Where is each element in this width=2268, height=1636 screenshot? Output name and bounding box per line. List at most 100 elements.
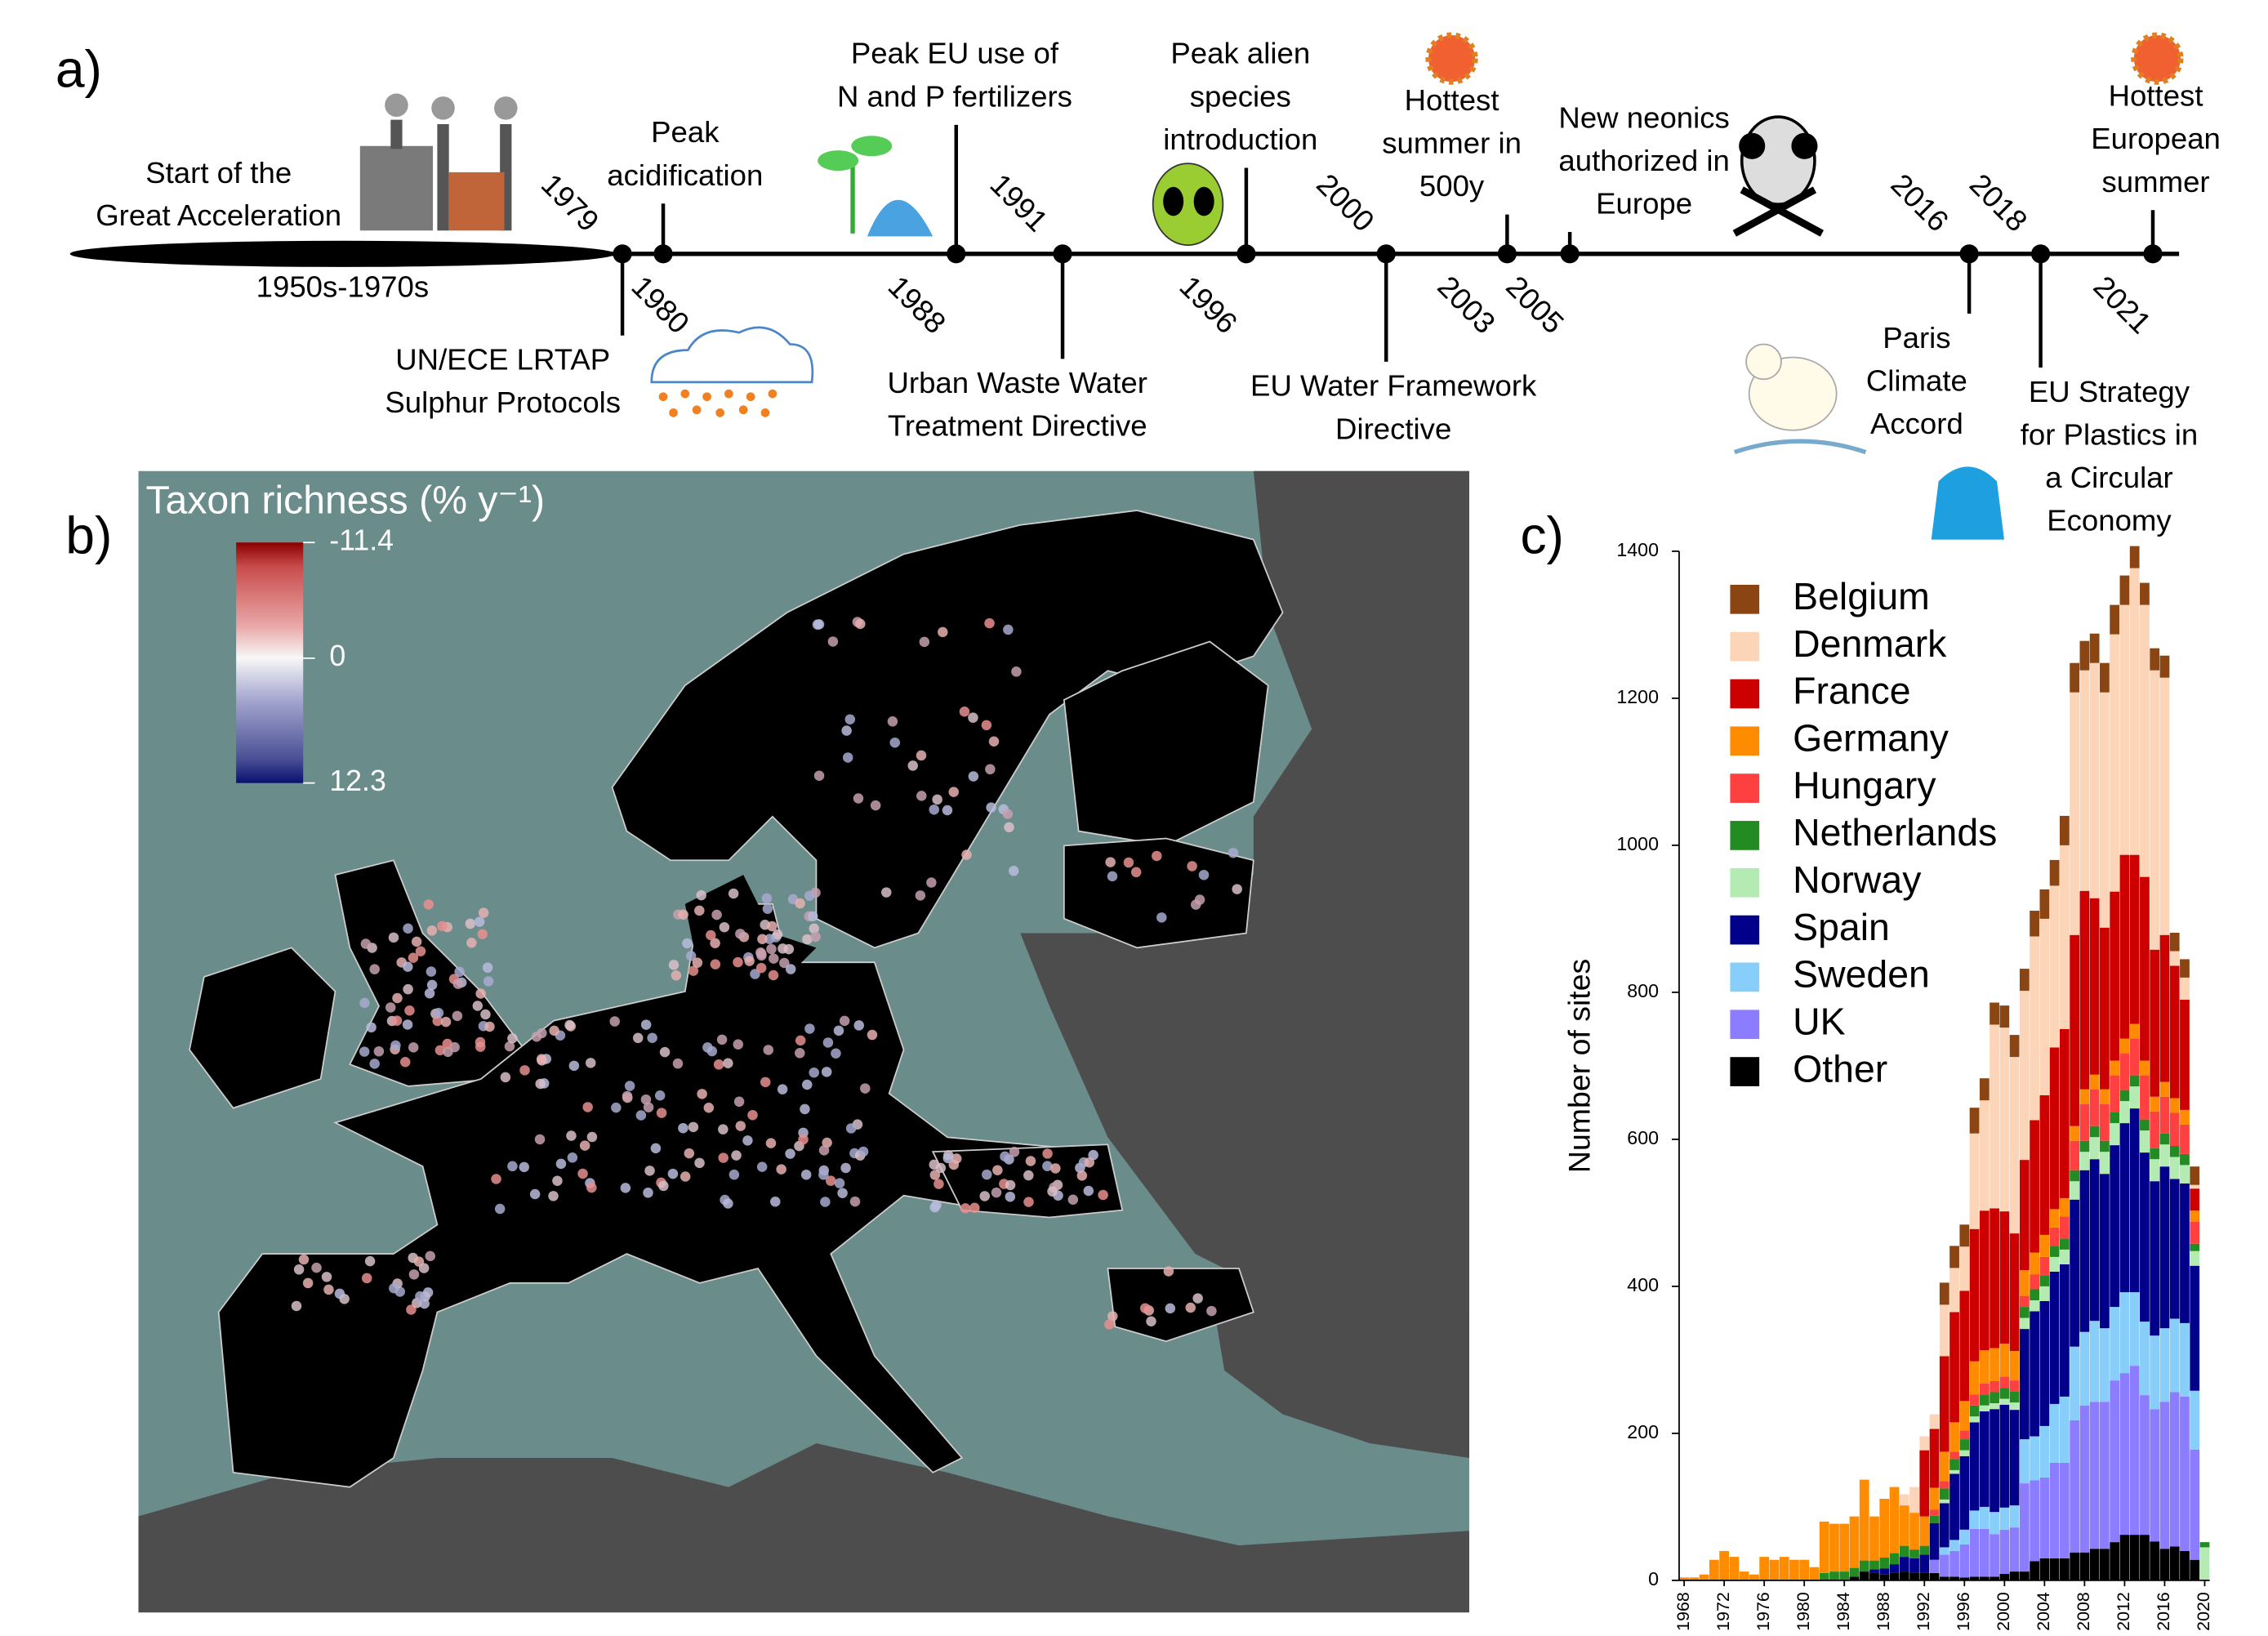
bar-segment bbox=[1949, 1550, 1959, 1577]
site-dot bbox=[419, 1298, 430, 1309]
site-dot bbox=[403, 983, 413, 995]
bar-segment bbox=[2180, 1550, 2190, 1580]
bar-segment bbox=[2129, 1292, 2140, 1366]
bar-segment bbox=[2089, 1137, 2100, 1160]
bar-segment bbox=[1949, 1312, 1959, 1423]
bar-segment bbox=[1959, 1401, 1970, 1431]
bar-segment bbox=[2119, 1535, 2130, 1580]
bar-segment bbox=[2049, 1558, 2060, 1580]
site-dot bbox=[795, 1035, 806, 1046]
bar-segment bbox=[1979, 1405, 1990, 1411]
site-dot bbox=[1198, 869, 1210, 880]
site-dot bbox=[361, 1273, 372, 1284]
bar-segment bbox=[1990, 1409, 1999, 1513]
bar-segment bbox=[1849, 1567, 1860, 1577]
site-dot bbox=[822, 1037, 834, 1048]
bar-segment bbox=[2140, 604, 2150, 877]
x-tick-label: 2020 bbox=[2194, 1592, 2213, 1631]
site-dot bbox=[1185, 1302, 1196, 1313]
site-dot bbox=[321, 1272, 332, 1282]
site-dot bbox=[684, 1148, 695, 1159]
site-dot bbox=[680, 1171, 691, 1182]
site-dot bbox=[475, 988, 486, 999]
bar-segment bbox=[2070, 1346, 2080, 1420]
bar-segment bbox=[2049, 1246, 2060, 1257]
site-dot bbox=[802, 1079, 813, 1090]
bar-segment bbox=[2089, 1074, 2100, 1090]
site-dot bbox=[844, 714, 856, 724]
site-dot bbox=[1050, 1163, 1061, 1174]
site-dot bbox=[1123, 857, 1134, 868]
bar-segment bbox=[2009, 1505, 2020, 1528]
site-dot bbox=[766, 943, 777, 955]
site-dot bbox=[671, 970, 682, 981]
bar-segment bbox=[1929, 1522, 1940, 1560]
bar-segment bbox=[1909, 1513, 1919, 1550]
bar-segment bbox=[2150, 648, 2160, 671]
bar-segment bbox=[2190, 1166, 2200, 1185]
site-dot bbox=[777, 1084, 788, 1094]
bar-segment bbox=[2119, 1090, 2130, 1102]
site-dot bbox=[853, 793, 864, 804]
event-label: Peak alien bbox=[1170, 37, 1310, 70]
site-dot bbox=[711, 909, 722, 921]
bar-segment bbox=[2030, 1561, 2039, 1580]
bar-segment bbox=[2089, 1402, 2100, 1549]
site-dot bbox=[426, 966, 437, 977]
colorbar bbox=[236, 542, 304, 783]
bar-segment bbox=[2150, 1181, 2160, 1336]
bar-segment bbox=[1889, 1572, 1900, 1580]
x-tick-label: 2016 bbox=[2154, 1592, 2173, 1631]
site-dot bbox=[536, 1054, 547, 1064]
bar-segment bbox=[2009, 1035, 2020, 1058]
site-dot bbox=[579, 1140, 590, 1151]
site-dot bbox=[855, 618, 866, 630]
site-dot bbox=[452, 978, 464, 989]
site-dot bbox=[798, 1134, 809, 1145]
site-dot bbox=[611, 1102, 622, 1113]
site-dot bbox=[586, 1182, 597, 1193]
site-dot bbox=[813, 770, 825, 781]
event-year: 1988 bbox=[882, 270, 953, 341]
site-dot bbox=[391, 1015, 403, 1026]
event-label: EU Strategy bbox=[2029, 375, 2190, 408]
site-dot bbox=[867, 1029, 878, 1041]
bar-segment bbox=[2110, 604, 2120, 635]
site-dot bbox=[478, 907, 489, 918]
ireland bbox=[189, 947, 336, 1109]
site-dot bbox=[907, 760, 918, 771]
site-dot bbox=[1130, 867, 1142, 878]
site-dot bbox=[1105, 857, 1116, 867]
site-dot bbox=[825, 1175, 836, 1186]
event-label: Hottest bbox=[1405, 83, 1499, 117]
bar-segment bbox=[1959, 1246, 1970, 1291]
bar-segment bbox=[1999, 1529, 2010, 1574]
bar-segment bbox=[2089, 1321, 2100, 1402]
bar-segment bbox=[2059, 815, 2070, 845]
site-dot bbox=[369, 1059, 380, 1069]
factory-icon bbox=[359, 93, 518, 231]
bar-segment bbox=[2059, 1216, 2070, 1239]
event-label: Paris bbox=[1883, 321, 1950, 354]
event-dot bbox=[2143, 244, 2163, 264]
bar-segment bbox=[2070, 1420, 2080, 1553]
site-dot bbox=[1000, 1151, 1010, 1162]
site-dot bbox=[1107, 1311, 1118, 1322]
bar-segment bbox=[1959, 1430, 1970, 1440]
site-dot bbox=[647, 1032, 657, 1044]
site-dot bbox=[1042, 1161, 1053, 1171]
bar-segment bbox=[1839, 1571, 1850, 1580]
site-dot bbox=[765, 1138, 777, 1148]
site-dot bbox=[841, 725, 852, 736]
bar-segment bbox=[1969, 1108, 1980, 1134]
bar-segment bbox=[1959, 1291, 1970, 1402]
bar-segment bbox=[2190, 1210, 2200, 1222]
site-dot bbox=[968, 712, 978, 723]
y-tick-label: 800 bbox=[1627, 980, 1659, 1001]
event-dot bbox=[613, 244, 632, 264]
event-label: species bbox=[1190, 79, 1291, 113]
bar-segment bbox=[2100, 1328, 2110, 1402]
bar-segment bbox=[2150, 1148, 2160, 1160]
site-dot bbox=[1011, 666, 1022, 677]
bar-segment bbox=[2159, 1081, 2170, 1097]
